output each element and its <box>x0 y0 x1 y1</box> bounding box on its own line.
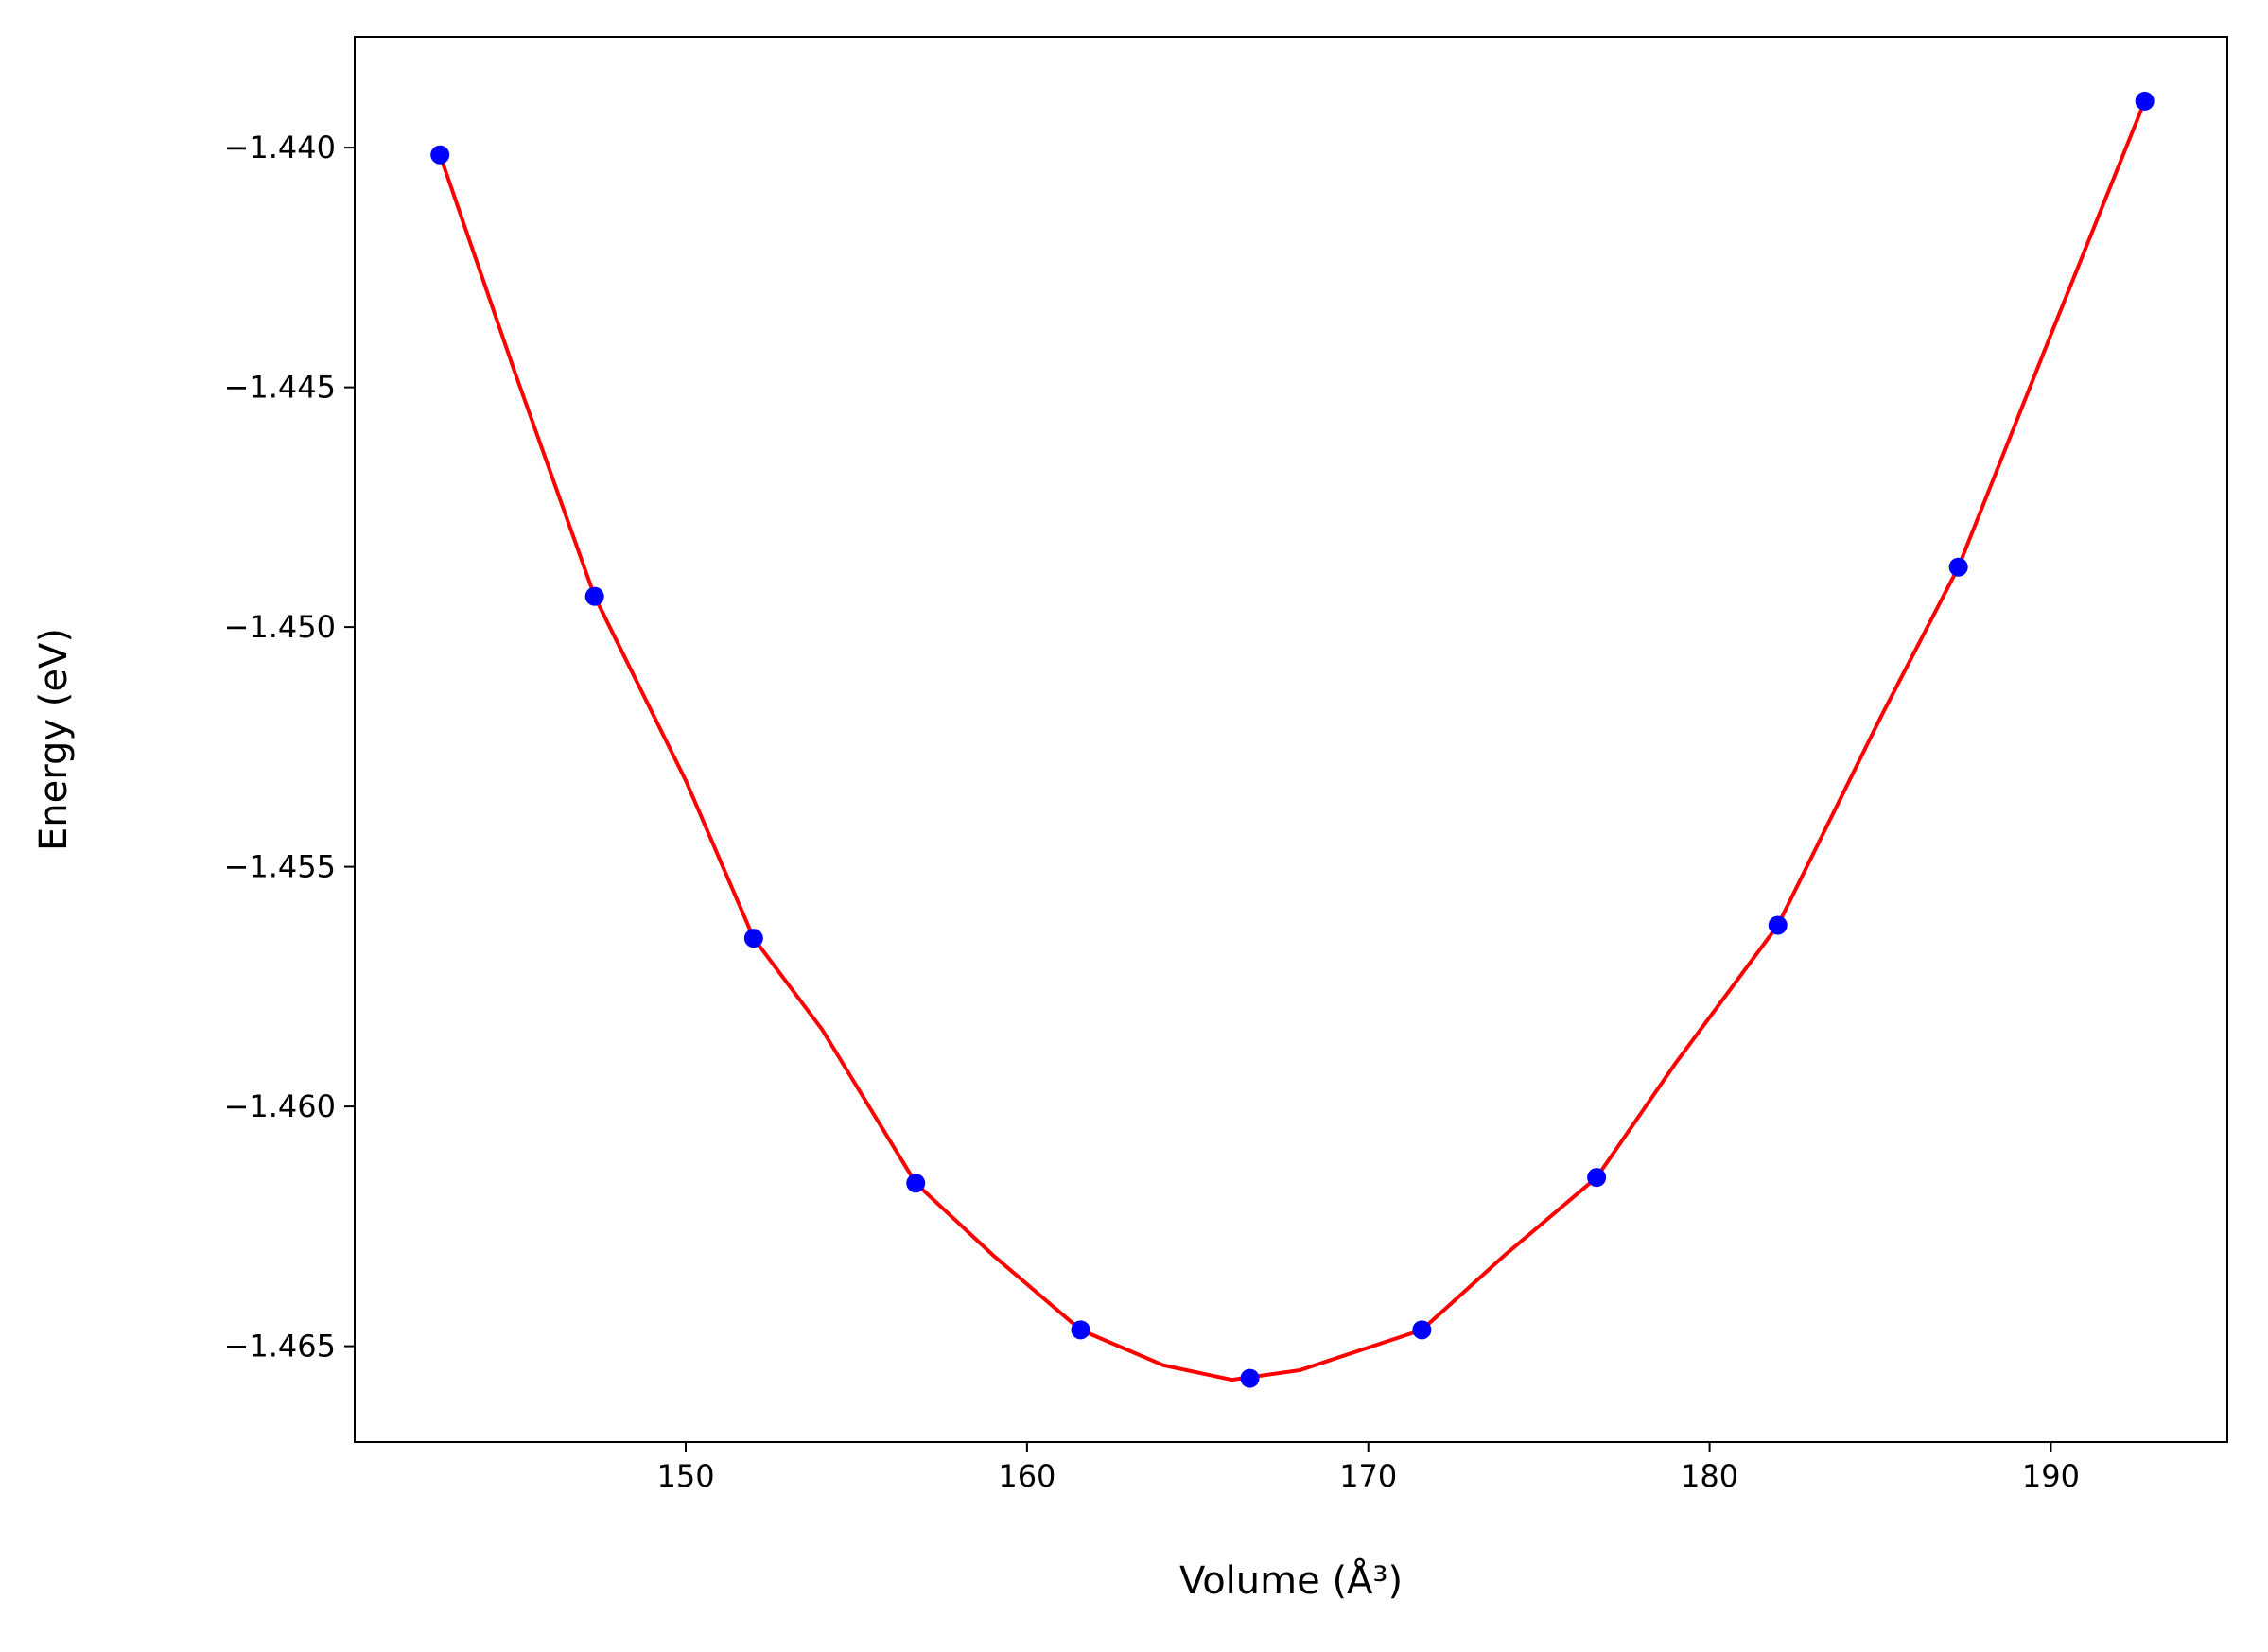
y-tick-label: −1.445 <box>224 370 336 406</box>
x-axis-label: Volume (Å³) <box>1179 1557 1403 1603</box>
data-point <box>1071 1320 1090 1340</box>
data-point <box>2135 91 2155 111</box>
y-axis-label: Energy (eV) <box>32 628 76 851</box>
data-point <box>1948 557 1968 577</box>
x-tick-label: 160 <box>998 1458 1055 1494</box>
data-point <box>906 1174 926 1193</box>
y-tick-label: −1.450 <box>224 609 336 645</box>
plot-frame <box>354 36 2228 1443</box>
data-point <box>430 145 450 165</box>
y-tick-label: −1.440 <box>224 130 336 165</box>
data-point <box>584 586 604 606</box>
data-point <box>1587 1168 1607 1188</box>
x-tick-label: 150 <box>656 1458 714 1494</box>
data-point <box>1768 915 1788 935</box>
data-point <box>1412 1320 1432 1340</box>
x-tick-label: 170 <box>1339 1458 1397 1494</box>
y-tick-label: −1.455 <box>224 849 336 885</box>
y-tick-label: −1.460 <box>224 1088 336 1124</box>
data-point <box>743 929 763 948</box>
x-tick-label: 190 <box>2022 1458 2080 1494</box>
x-tick-label: 180 <box>1681 1458 1738 1494</box>
data-point <box>1240 1368 1260 1388</box>
fit-line <box>438 100 2147 1382</box>
y-tick-label: −1.465 <box>224 1329 336 1365</box>
